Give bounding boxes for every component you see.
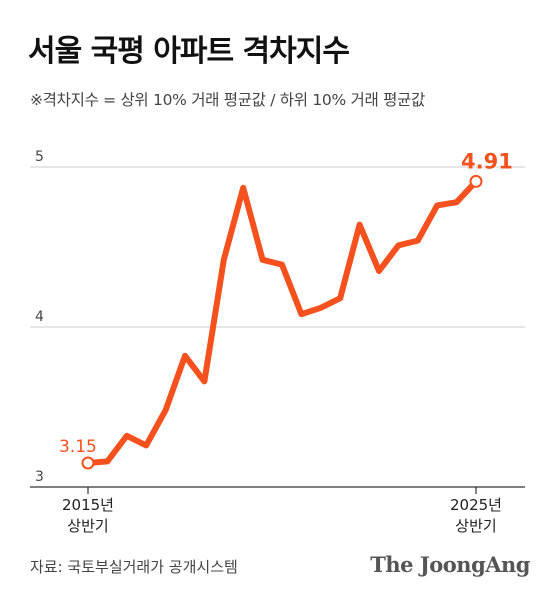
y-tick-label: 3 [35,469,44,485]
start-point-marker [81,456,95,470]
end-point-marker [469,174,483,188]
source-note: 자료: 국토부실거래가 공개시스템 [30,558,238,576]
y-tick-label: 4 [35,309,44,325]
start-value-label: 3.15 [59,437,97,457]
x-label-end: 2025년 상반기 [450,496,502,535]
y-tick-label: 5 [35,149,44,165]
chart-title: 서울 국평 아파트 격차지수 [28,34,350,69]
x-label-start: 2015년 상반기 [62,496,114,535]
series-line [85,178,479,466]
end-value-label: 4.91 [461,149,513,173]
brand-logo: The JoongAng [370,552,530,577]
chart-subtitle: ※격차지수 = 상위 10% 거래 평균값 / 하위 10% 거래 평균값 [30,91,425,109]
